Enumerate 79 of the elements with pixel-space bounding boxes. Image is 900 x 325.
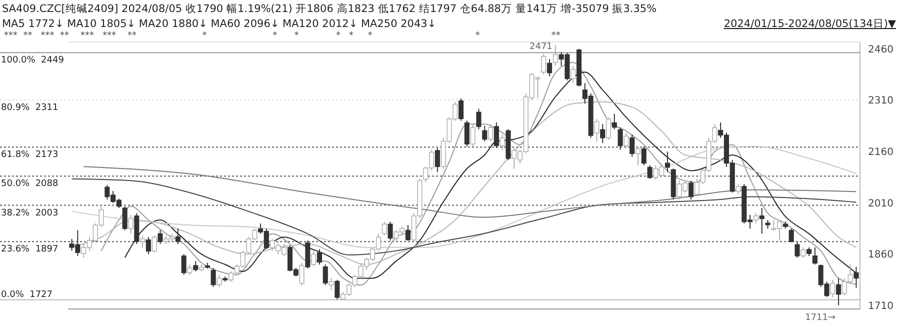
candlestick [830,279,836,298]
candlestick [193,260,198,272]
candlestick [736,184,741,195]
ref-line-label: 38.2% 2003 [1,208,58,218]
candlestick [187,264,192,276]
candlestick [476,108,482,130]
y-tick-label: 1710 [868,301,894,312]
candlestick [299,262,304,286]
candlestick [181,254,186,276]
candlestick [146,236,151,255]
candlestick [552,44,558,66]
candlestick [470,124,476,147]
candlestick [434,148,440,173]
candlestick [688,180,694,200]
ref-line-label: 50.0% 2088 [1,179,58,190]
candlestick [612,113,617,130]
candlestick [600,124,606,144]
candlestick [216,274,222,288]
candlestick [388,221,393,242]
candlestick [334,279,340,300]
line-series [71,146,857,248]
candlestick [759,208,764,234]
candlestick [630,134,635,158]
candlestick [328,278,334,291]
annotation: 2471 [530,42,552,52]
line-series [83,166,857,218]
ref-line-label: 100.0% 2449 [1,56,64,66]
text: 2024/01/15-2024/08/05(134日)▼ [724,18,897,30]
candlestick [812,246,818,265]
candlestick [405,224,410,242]
ref-line-label: 23.6% 1897 [1,244,58,255]
candlestick [464,120,470,147]
ref-line-label: 80.9% 2311 [1,102,58,113]
candlestick [606,116,612,140]
candlestick [664,151,670,173]
candlestick [641,146,646,166]
candlestick [482,125,488,142]
candlestick [311,250,316,267]
candlestick [635,146,641,166]
text: *** ** *** ** *** *** ** * * * * * * * ** [4,31,561,41]
y-tick-label: 2160 [868,147,894,158]
candlestick [158,230,163,244]
candlestick [140,234,146,248]
y-tick-label: 1860 [868,250,894,261]
candlestick [500,134,505,150]
candlestick [175,228,180,244]
candlestick [788,228,794,243]
y-tick-label: 2310 [868,96,894,107]
candlestick [128,214,134,234]
candlestick [305,240,310,270]
candlestick [647,164,652,180]
ref-line-label: 0.0% 1727 [1,290,52,300]
line-series [71,178,857,256]
candlestick [152,234,157,254]
candlestick [210,267,216,288]
candlestick [458,98,464,122]
candlestick [122,206,128,231]
candlestick [800,246,806,258]
candlestick [624,132,629,149]
candlestick [854,266,859,288]
ref-line-label: 61.8% 2173 [1,150,58,160]
candlestick [618,127,623,150]
candlestick [547,58,552,77]
candlestick [753,212,758,224]
y-tick-label: 2460 [868,44,894,56]
candlestick [836,278,842,306]
text: 1711→ [805,313,836,323]
candlestick [494,122,499,149]
candlestick [541,53,546,76]
candlestick [322,264,328,286]
candlestick [794,242,800,258]
chart-subtitle: MA5 1772↓ MA10 1805↓ MA20 1880↓ MA60 2096↓ MA120 2012↓ MA250 2043↓ [2,18,436,30]
candlestick [316,248,322,265]
candlestick [594,118,600,142]
candlestick [570,65,576,84]
candlestick [488,124,494,142]
y-tick-label: 2010 [868,198,894,210]
candlestick [382,221,387,236]
chart-title: SA409.CZC[纯碱2409] 2024/08/05 收1790 幅1.19%(21) 开1806 高1823 低1762 结1797 仓64.88万 量141万 增-35079 振3.35% [2,2,657,15]
